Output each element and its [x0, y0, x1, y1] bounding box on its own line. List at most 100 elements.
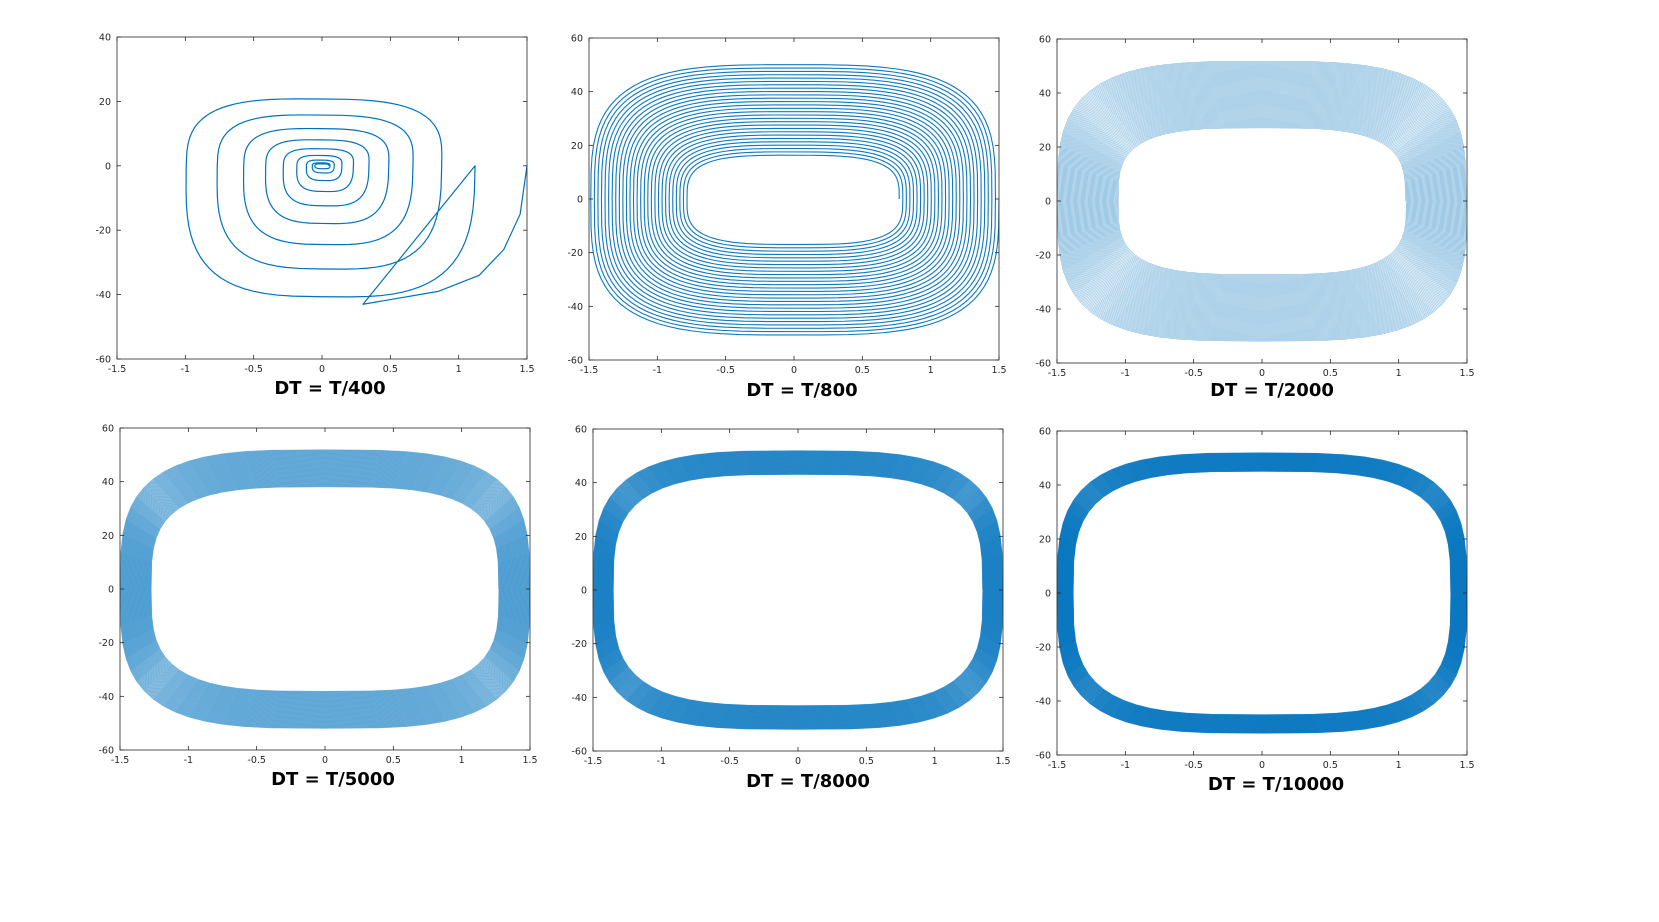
series-trajectory: [590, 64, 999, 336]
y-tick-label: -60: [1035, 359, 1051, 370]
x-tick-label: 0.5: [859, 756, 874, 767]
y-tick-label: -60: [571, 747, 587, 758]
y-tick-label: 20: [1039, 143, 1051, 154]
x-tick-label: 0.5: [386, 755, 401, 766]
y-tick-label: 40: [1039, 481, 1051, 492]
y-tick-label: -40: [95, 290, 111, 301]
axes-frame: [116, 36, 528, 360]
chart-panel-6: -1.5 -1 -0.5 0 0.5 1 1.5 -60 -40 -20 0 20 40 60: [1035, 424, 1478, 776]
chart-plot-1: -1.5 -1 -0.5 0 0.5 1 1.5 -60 -40 -20 0 20 40: [95, 33, 534, 376]
x-tick-label: 1.5: [519, 364, 534, 375]
y-tick-label: -20: [98, 638, 114, 649]
y-tick-label: -60: [1035, 751, 1051, 762]
chart-caption-5: DT = T/8000: [746, 771, 870, 792]
chart-plot-2: -1.5 -1 -0.5 0 0.5 1 1.5 -60 -40 -20 0 20 40 60: [567, 34, 1006, 377]
y-tick-label: 0: [1045, 589, 1051, 600]
series-trajectory: [1057, 452, 1467, 734]
x-tick-label: -1.5: [111, 755, 130, 766]
x-tick-label: -1: [1121, 760, 1130, 771]
x-tick-label: 1.5: [991, 365, 1006, 376]
x-tick-label: -0.5: [244, 364, 263, 375]
x-tick-label: -1.5: [108, 364, 127, 375]
y-tick-label: 60: [102, 424, 114, 435]
x-tick-label: -0.5: [720, 756, 739, 767]
chart-caption-6: DT = T/10000: [1207, 774, 1345, 795]
x-tick-label: -1.5: [1048, 760, 1067, 771]
chart-caption-1: DT = T/400: [274, 378, 386, 399]
y-tick-label: 40: [1039, 89, 1051, 100]
x-tick-label: 1: [932, 756, 938, 767]
y-tick-label: 40: [575, 478, 587, 489]
y-tick-label: 20: [102, 531, 114, 542]
x-tick-label: 0.5: [1323, 760, 1338, 771]
chart-plot-6: -1.5 -1 -0.5 0 0.5 1 1.5 -60 -40 -20 0 20 40 60: [1035, 427, 1474, 772]
chart-panel-5: -1.5 -1 -0.5 0 0.5 1 1.5 -60 -40 -20 0 20 40 60: [571, 422, 1015, 772]
y-tick-label: -20: [1035, 643, 1051, 654]
y-tick-label: -40: [1035, 697, 1051, 708]
chart-plot-4: -1.5 -1 -0.5 0 0.5 1 1.5 -60 -40 -20 0 20 40 60: [98, 424, 537, 767]
chart-panel-2: -1.5 -1 -0.5 0 0.5 1 1.5 -60 -40 -20 0 20 40 60: [567, 30, 1010, 380]
y-tick-label: 20: [571, 141, 583, 152]
x-tick-label: 1: [1396, 368, 1402, 379]
y-tick-label: 60: [571, 34, 583, 45]
x-tick-label: 0: [791, 365, 797, 376]
x-tick-label: 1.5: [522, 755, 537, 766]
x-tick-label: 1: [456, 364, 462, 375]
x-tick-label: 0.5: [855, 365, 870, 376]
series-trajectory: [120, 449, 530, 729]
y-tick-label: 40: [102, 477, 114, 488]
series-trajectory: [185, 98, 527, 305]
y-tick-label: 0: [1045, 197, 1051, 208]
x-tick-label: 0: [795, 756, 801, 767]
x-tick-label: -1.5: [580, 365, 599, 376]
y-tick-label: -20: [567, 248, 583, 259]
x-tick-label: -0.5: [716, 365, 735, 376]
chart-caption-4: DT = T/5000: [271, 769, 395, 790]
x-tick-label: 0: [322, 755, 328, 766]
y-tick-label: -40: [567, 302, 583, 313]
chart-caption-3: DT = T/2000: [1210, 380, 1334, 401]
y-tick-label: 0: [105, 161, 111, 172]
x-tick-label: 1: [928, 365, 934, 376]
x-tick-label: -1: [184, 755, 193, 766]
x-tick-label: -1: [181, 364, 190, 375]
x-tick-label: 0: [319, 364, 325, 375]
y-tick-label: -40: [571, 693, 587, 704]
x-tick-label: 1: [1396, 760, 1402, 771]
y-tick-label: 40: [571, 87, 583, 98]
y-tick-label: -40: [1035, 305, 1051, 316]
x-tick-label: 1.5: [995, 756, 1010, 767]
x-tick-label: -1: [653, 365, 662, 376]
y-tick-label: 20: [575, 532, 587, 543]
chart-plot-3: -1.5 -1 -0.5 0 0.5 1 1.5 -60 -40 -20 0 20 40 60: [1035, 35, 1474, 380]
x-tick-label: 0: [1259, 368, 1265, 379]
y-tick-label: -60: [567, 356, 583, 367]
x-tick-label: -1: [657, 756, 666, 767]
x-tick-label: 0: [1259, 760, 1265, 771]
x-tick-label: -0.5: [1184, 760, 1203, 771]
chart-plot-5: -1.5 -1 -0.5 0 0.5 1 1.5 -60 -40 -20 0 20 40 60: [571, 425, 1010, 768]
x-tick-label: 1.5: [1459, 368, 1474, 379]
series-trajectory: [593, 450, 1003, 730]
x-tick-label: -1: [1121, 368, 1130, 379]
x-tick-label: -0.5: [247, 755, 266, 766]
x-tick-label: 0.5: [1323, 368, 1338, 379]
x-tick-label: 0.5: [383, 364, 398, 375]
y-tick-label: 40: [99, 33, 111, 44]
y-tick-label: 60: [575, 425, 587, 436]
chart-panel-4: -1.5 -1 -0.5 0 0.5 1 1.5 -60 -40 -20 0 20 40 60: [98, 420, 542, 770]
y-tick-label: 0: [581, 586, 587, 597]
chart-caption-2: DT = T/800: [746, 380, 858, 401]
x-tick-label: 1: [459, 755, 465, 766]
x-tick-label: 1.5: [1459, 760, 1474, 771]
x-tick-label: -1.5: [584, 756, 603, 767]
y-tick-label: 60: [1039, 35, 1051, 46]
y-tick-label: -20: [1035, 251, 1051, 262]
y-tick-label: -20: [95, 226, 111, 237]
y-tick-label: -60: [95, 355, 111, 366]
y-tick-label: -20: [571, 639, 587, 650]
x-tick-label: -0.5: [1184, 368, 1203, 379]
chart-panel-1: -1.5 -1 -0.5 0 0.5 1 1.5 -60 -40 -20 0 20 40: [95, 30, 540, 380]
y-tick-label: -60: [98, 746, 114, 757]
series-trajectory: [1057, 61, 1467, 342]
